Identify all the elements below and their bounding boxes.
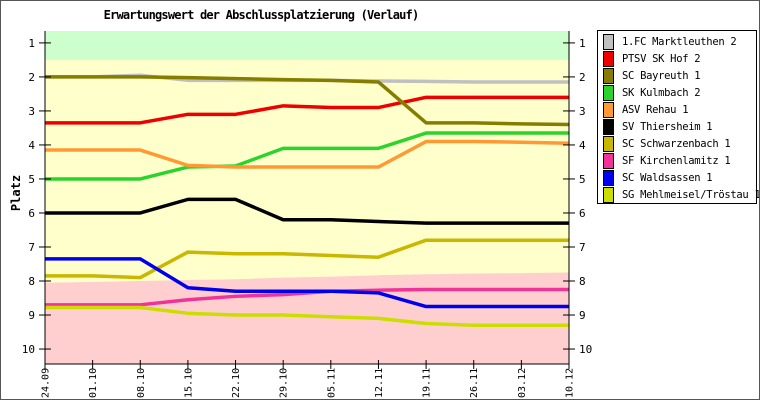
legend: 1.FC Marktleuthen 2 PTSV SK Hof 2 SC Bayre…: [597, 30, 759, 204]
legend-item: SF Kirchenlamitz 1: [598, 152, 756, 169]
legend-label: SC Schwarzenbach 1: [622, 137, 731, 150]
legend-item: SK Kulmbach 2: [598, 84, 756, 101]
x-tick-label: 08.10: [136, 368, 147, 398]
legend-color-swatch: [603, 169, 614, 186]
y-tick-label: 3: [28, 105, 35, 118]
y-tick-label: 10: [22, 343, 35, 356]
chart-title: Erwartungswert der Abschlussplatzierung …: [103, 8, 420, 22]
legend-color-swatch: [603, 101, 614, 118]
y-tick-label: 4: [579, 139, 586, 152]
series-line-bayreuth: [45, 75, 570, 127]
y-tick-label: 1: [28, 37, 35, 50]
zone-abstieg: [45, 272, 569, 364]
series-line-hof: [45, 95, 569, 125]
legend-item: SC Bayreuth 1: [598, 67, 756, 84]
legend-label: SK Kulmbach 2: [622, 86, 701, 99]
legend-label: 1.FC Marktleuthen 2: [622, 35, 737, 48]
legend-color-swatch: [603, 84, 614, 101]
x-tick-label: 29.10: [279, 368, 290, 398]
series-line-thiersheim: [45, 197, 569, 225]
x-tick-label: 26.11: [469, 368, 480, 398]
series-line-rehau: [45, 139, 570, 169]
legend-color-swatch: [603, 135, 614, 152]
legend-label: SV Thiersheim 1: [622, 120, 713, 133]
x-tick-label: 15.10: [183, 368, 194, 398]
x-tick-label: 24.09: [41, 368, 52, 398]
y-tick-label: 6: [579, 207, 586, 220]
y-tick-label: 6: [28, 207, 35, 220]
x-tick-label: 10.12: [565, 368, 576, 398]
series-line-kulmbach: [45, 131, 569, 181]
series-line-schwarzenbach: [45, 238, 569, 280]
legend-color-swatch: [603, 186, 614, 203]
legend-item: SC Waldsassen 1: [598, 169, 756, 186]
legend-item: SV Thiersheim 1: [598, 118, 756, 135]
y-tick-label: 4: [28, 139, 35, 152]
legend-label: SF Kirchenlamitz 1: [622, 154, 731, 167]
y-tick-label: 7: [579, 241, 586, 254]
legend-label: SC Bayreuth 1: [622, 69, 701, 82]
y-tick-label: 2: [579, 71, 586, 84]
legend-label: SC Waldsassen 1: [622, 171, 713, 184]
y-tick-label: 8: [28, 275, 35, 288]
y-tick-label: 2: [28, 71, 35, 84]
y-tick-label: 9: [579, 309, 586, 322]
y-tick-label: 1: [579, 37, 586, 50]
legend-color-swatch: [603, 50, 614, 67]
series-line-waldsassen: [45, 257, 569, 309]
legend-color-swatch: [603, 33, 614, 50]
x-tick-label: 19.11: [422, 368, 433, 398]
legend-label: PTSV SK Hof 2: [622, 52, 701, 65]
x-tick-label: 22.10: [231, 368, 242, 398]
y-tick-label: 8: [579, 275, 586, 288]
zone-aufstieg: [45, 31, 569, 60]
legend-item: SG Mehlmeisel/Tröstau 1: [598, 186, 759, 203]
y-tick-label: 5: [579, 173, 586, 186]
series-line-mehlmeisel: [45, 305, 569, 327]
legend-label: ASV Rehau 1: [622, 103, 689, 116]
x-tick-label: 01.10: [88, 368, 99, 398]
y-tick-label: 9: [28, 309, 35, 322]
legend-item: ASV Rehau 1: [598, 101, 756, 118]
x-tick-label: 05.11: [326, 368, 337, 398]
legend-color-swatch: [603, 67, 614, 84]
y-tick-label: 7: [28, 241, 35, 254]
y-tick-label: 10: [579, 343, 592, 356]
y-tick-label: 5: [28, 173, 35, 186]
legend-item: PTSV SK Hof 2: [598, 50, 756, 67]
x-tick-label: 03.12: [517, 368, 528, 398]
legend-item: 1.FC Marktleuthen 2: [598, 33, 756, 50]
y-tick-label: 3: [579, 105, 586, 118]
legend-label: SG Mehlmeisel/Tröstau 1: [622, 188, 760, 201]
legend-item: SC Schwarzenbach 1: [598, 135, 756, 152]
x-tick-label: 12.11: [374, 368, 385, 398]
legend-color-swatch: [603, 118, 614, 135]
legend-color-swatch: [603, 152, 614, 169]
